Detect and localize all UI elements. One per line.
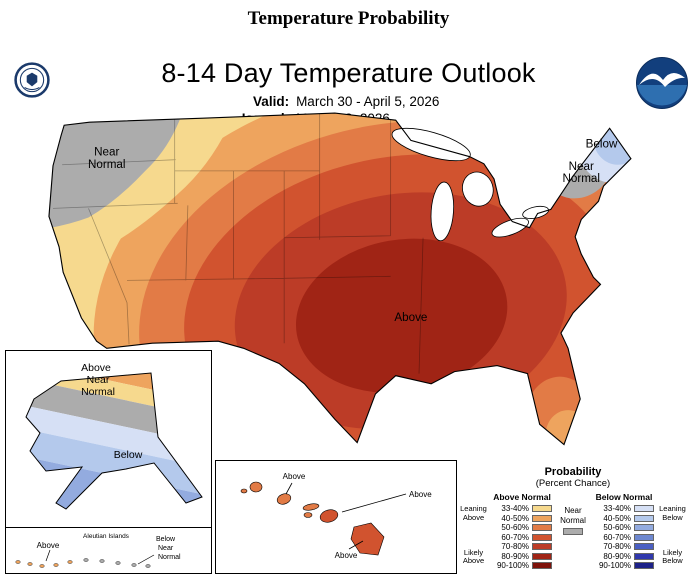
valid-label: Valid:	[253, 94, 290, 109]
legend-row: 50-60%	[492, 523, 552, 533]
lake-erie	[491, 217, 529, 238]
above-swatch	[532, 514, 552, 522]
legend-row: 90-100%	[492, 561, 552, 571]
above-normal-header: Above Normal	[493, 492, 551, 502]
likely-below-label: Likely Below	[662, 547, 683, 565]
legend-row: 40-50%	[492, 514, 552, 524]
alaska-outline	[25, 372, 203, 510]
below-swatch	[634, 562, 654, 570]
aleutian-label-normal: Normal	[158, 554, 181, 561]
legend-row: 33-40%	[492, 504, 552, 514]
alaska-label-above: Above	[81, 362, 111, 374]
legend-row: 60-70%	[594, 533, 654, 543]
seal-emblem-icon	[26, 72, 38, 87]
legend-row: 90-100%	[594, 561, 654, 571]
aleutian-label-below: Below	[156, 536, 176, 543]
above-swatch	[532, 543, 552, 551]
alaska-label-near: Near	[87, 374, 110, 386]
lake-michigan	[430, 181, 455, 242]
below-swatch	[634, 505, 654, 513]
aleutian-title: Aleutian Islands	[83, 533, 130, 540]
near-normal-swatch	[563, 528, 583, 535]
conus-label-ne-near: Near	[569, 160, 594, 173]
conus-label-nw-near: Near	[94, 146, 119, 159]
aleutian-label-near: Near	[158, 545, 174, 552]
legend-row: 70-80%	[492, 542, 552, 552]
above-normal-scale: Above Normal 33-40% 40-50% 50-60% 60-70%…	[492, 492, 552, 571]
above-swatch	[532, 505, 552, 513]
below-normal-scale: Below Normal 33-40% 40-50% 50-60% 60-70%…	[594, 492, 654, 571]
hawaii-label-e: Above	[409, 490, 432, 499]
below-normal-header: Below Normal	[595, 492, 653, 502]
lake-huron	[462, 171, 494, 207]
legend-row: 80-90%	[594, 552, 654, 562]
legend-row: 50-60%	[594, 523, 654, 533]
hawaii-label-nw: Above	[283, 472, 306, 481]
leaning-below-label: Leaning Below	[659, 504, 686, 522]
legend-row: 60-70%	[492, 533, 552, 543]
alaska-label-below: Below	[114, 449, 143, 461]
legend-left-side-labels: Leaning Above Likely Above	[455, 492, 492, 571]
legend-row: 80-90%	[492, 552, 552, 562]
above-swatch	[532, 552, 552, 560]
state-borders	[52, 113, 424, 374]
legend-subtitle: (Percent Chance)	[535, 478, 611, 489]
below-swatch	[634, 533, 654, 541]
conus-label-ne-below: Below	[586, 138, 618, 151]
us-outline	[48, 112, 632, 446]
above-swatch	[532, 533, 552, 541]
below-swatch	[634, 524, 654, 532]
page-title: Temperature Probability	[247, 8, 450, 29]
hawaiian-islands	[240, 481, 385, 556]
legend-right-side-labels: Leaning Below Likely Below	[654, 492, 691, 571]
leaning-above-label: Leaning Above	[460, 504, 487, 522]
aleutian-map: Aleutian Islands Above Below Near Normal	[15, 533, 181, 568]
conus-label-nw-normal: Normal	[88, 158, 126, 171]
hawaii-inset: Above Above Above	[215, 460, 457, 574]
great-lakes	[391, 127, 549, 242]
hawaii-map: Above Above Above	[240, 472, 432, 560]
conus-label-above: Above	[394, 311, 427, 324]
likely-above-label: Likely Above	[462, 547, 485, 565]
above-swatch	[532, 524, 552, 532]
lake-superior	[391, 127, 471, 162]
alaska-label-normal: Normal	[81, 386, 115, 398]
above-swatch	[532, 562, 552, 570]
legend-row: 33-40%	[594, 504, 654, 514]
legend-row: 70-80%	[594, 542, 654, 552]
aleutian-inset: Aleutian Islands Above Below Near Normal	[5, 527, 212, 574]
below-swatch	[634, 514, 654, 522]
probability-legend: Probability (Percent Chance) Leaning Abov…	[455, 466, 691, 571]
alaska-map: Above Near Normal Below	[25, 362, 203, 510]
commerce-seal-logo	[14, 62, 50, 98]
legend-row: 40-50%	[594, 514, 654, 524]
big-island	[350, 522, 385, 556]
below-swatch	[634, 543, 654, 551]
near-normal-legend: Near Normal	[552, 492, 594, 571]
noaa-logo	[636, 57, 688, 109]
valid-value: March 30 - April 5, 2026	[296, 94, 440, 109]
noaa-gull-icon	[639, 72, 685, 87]
conus-label-ne-normal: Normal	[562, 172, 600, 185]
aleutian-label-above: Above	[37, 541, 60, 550]
aleutian-islands-chain	[15, 558, 151, 568]
hawaii-label-s: Above	[335, 551, 358, 560]
below-swatch	[634, 552, 654, 560]
alaska-inset: Above Near Normal Below	[5, 350, 212, 529]
legend-title: Probability	[544, 466, 602, 478]
map-title: 8-14 Day Temperature Outlook	[161, 58, 536, 88]
